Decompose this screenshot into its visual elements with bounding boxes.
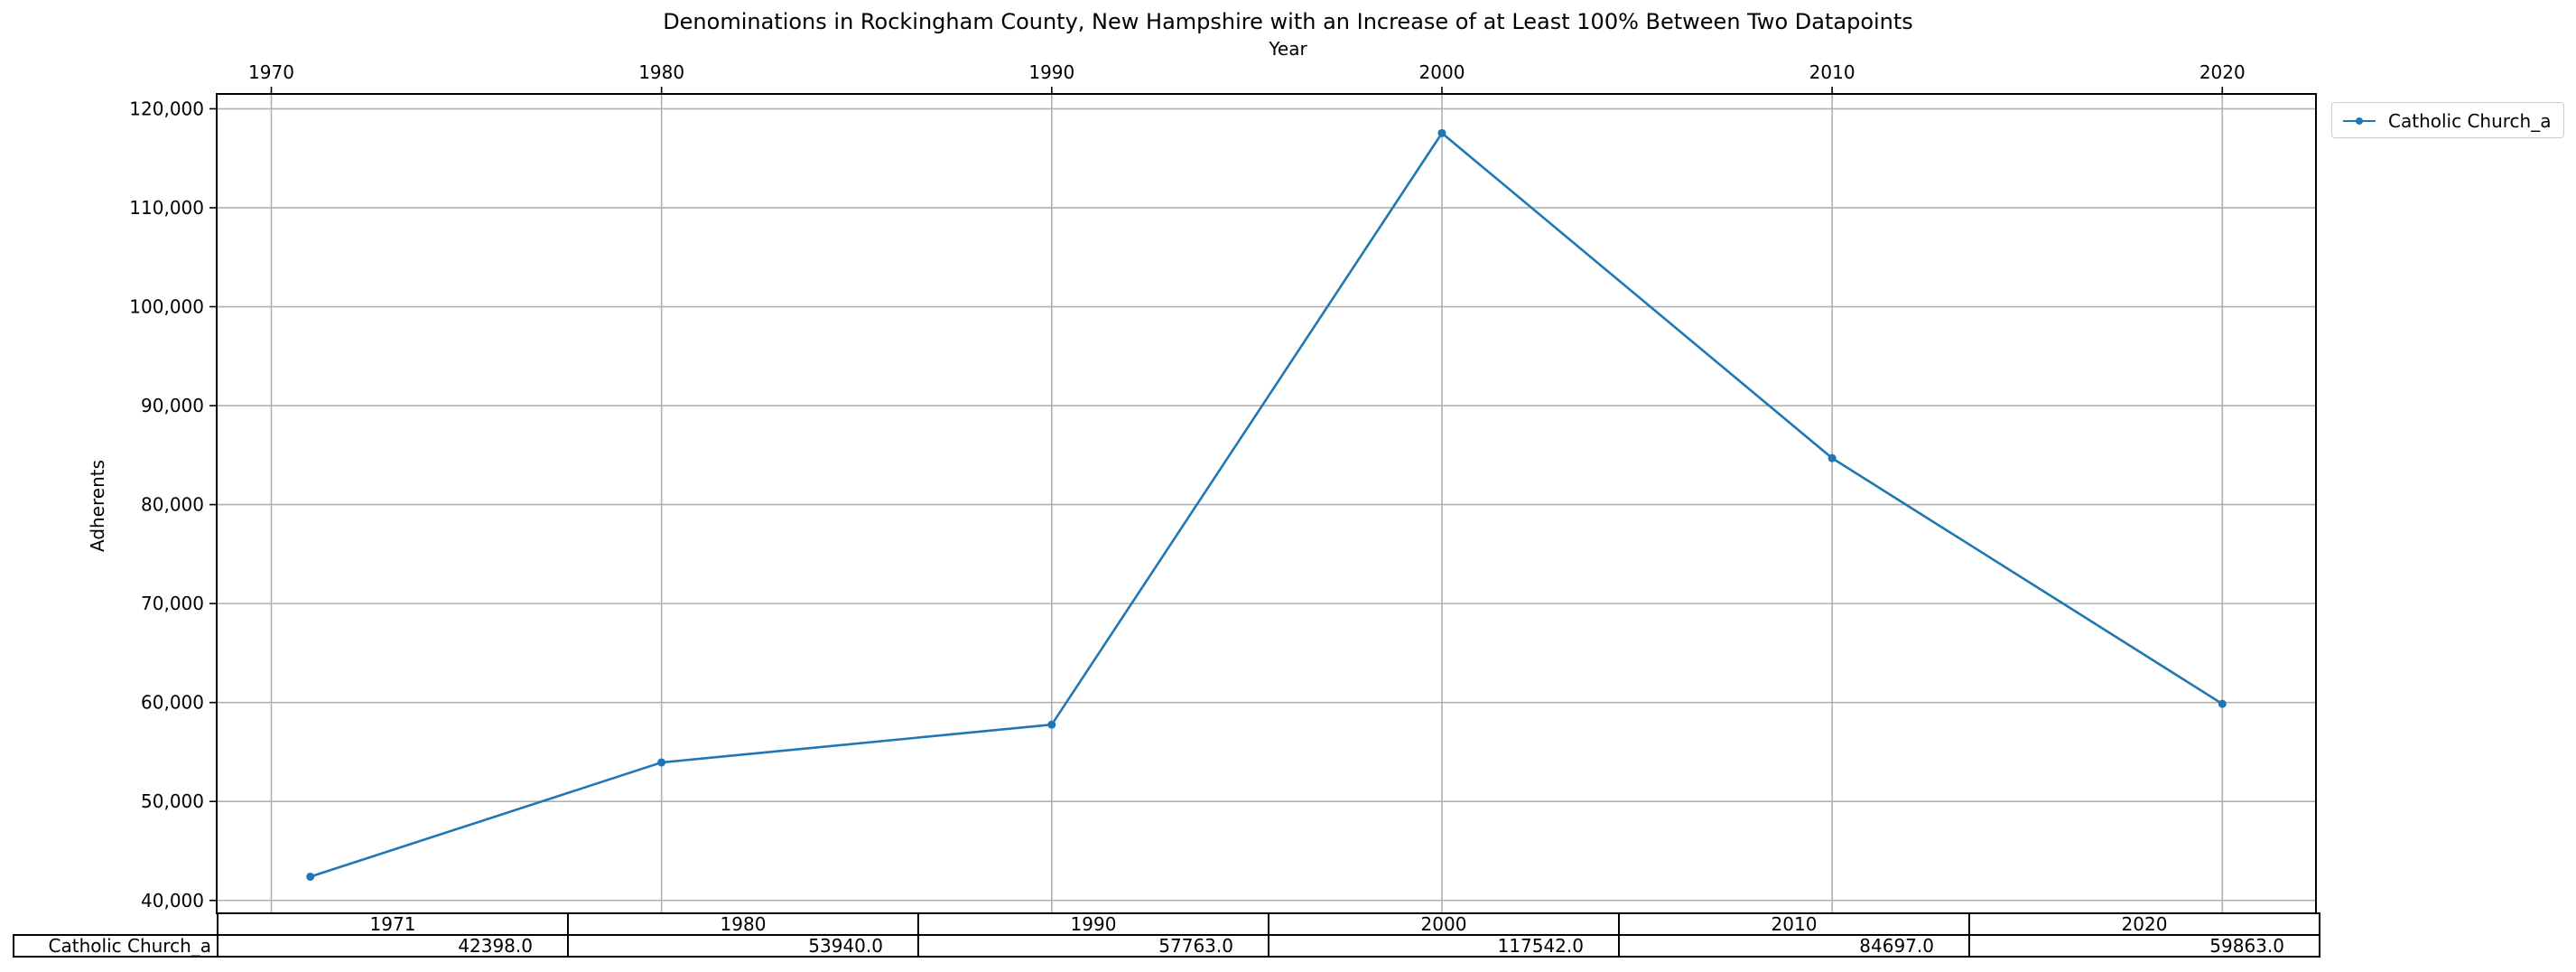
data-point — [1047, 720, 1056, 729]
data-table: 1971 1980 1990 2000 2010 2020 Catholic C… — [13, 912, 2320, 958]
y-tick-label: 70,000 — [141, 593, 204, 614]
x-tick-label: 2000 — [1419, 61, 1465, 83]
data-point — [1827, 453, 1837, 463]
data-point — [2218, 699, 2227, 708]
data-point — [657, 758, 666, 767]
legend-point-marker — [2356, 117, 2363, 125]
table-header-cell: 2010 — [1618, 912, 1970, 936]
table-header-cell: 2000 — [1268, 912, 1620, 936]
x-tick-label: 2010 — [1809, 61, 1855, 83]
table-corner — [14, 913, 218, 935]
plot-frame — [216, 93, 2317, 914]
table-header-cell: 1980 — [567, 912, 919, 936]
y-tick-label: 90,000 — [141, 395, 204, 416]
x-tick-label: 2020 — [2199, 61, 2246, 83]
table-header-cell: 2020 — [1968, 912, 2320, 936]
y-tick-label: 60,000 — [141, 692, 204, 714]
x-axis-label: Year — [1269, 38, 1307, 60]
table-cell: 53940.0 — [567, 934, 919, 958]
x-tick-label: 1990 — [1028, 61, 1074, 83]
data-point — [306, 872, 315, 881]
y-tick-label: 50,000 — [141, 790, 204, 812]
x-tick-label: 1970 — [248, 61, 294, 83]
table-row-label: Catholic Church_a — [13, 934, 219, 958]
data-point — [1437, 128, 1446, 137]
table-header-row: 1971 1980 1990 2000 2010 2020 — [14, 912, 2320, 936]
y-tick-label: 120,000 — [129, 98, 204, 119]
x-tick-label: 1980 — [638, 61, 684, 83]
y-tick-label: 80,000 — [141, 494, 204, 516]
table-cell: 84697.0 — [1618, 934, 1970, 958]
y-tick-label: 110,000 — [129, 197, 204, 219]
series-line — [310, 131, 2223, 878]
table-row: Catholic Church_a 42398.0 53940.0 57763.… — [13, 934, 2320, 958]
legend-label: Catholic Church_a — [2388, 110, 2552, 132]
table-header-cell: 1990 — [917, 912, 1269, 936]
chart-title: Denominations in Rockingham County, New … — [663, 9, 1913, 34]
y-tick-label: 40,000 — [141, 890, 204, 911]
y-tick-label: 100,000 — [129, 296, 204, 318]
table-cell: 59863.0 — [1968, 934, 2320, 958]
table-header-cell: 1971 — [217, 912, 569, 936]
table-cell: 42398.0 — [217, 934, 569, 958]
table-cell: 117542.0 — [1268, 934, 1620, 958]
table-cell: 57763.0 — [917, 934, 1269, 958]
legend: Catholic Church_a — [2331, 102, 2564, 138]
